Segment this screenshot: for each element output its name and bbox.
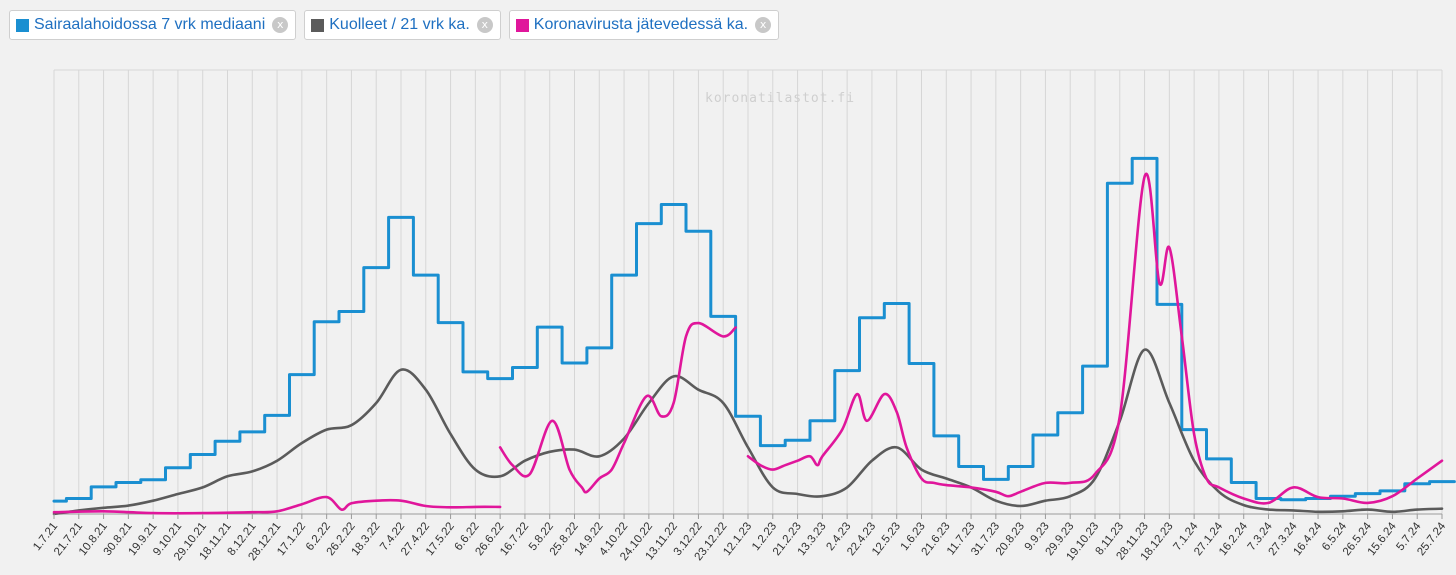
deaths-swatch bbox=[311, 18, 325, 32]
x-axis: 1.7.2121.7.2110.8.2130.8.2119.9.219.10.2… bbox=[31, 514, 1449, 563]
legend-label-wastewater: Koronavirusta jätevedessä ka. bbox=[533, 16, 749, 33]
watermark: koronatilastot.fi bbox=[705, 91, 855, 106]
legend-label-hospitalized: Sairaalahoidossa 7 vrk mediaani bbox=[34, 16, 266, 33]
series-line-wastewater bbox=[52, 495, 502, 515]
close-icon[interactable]: x bbox=[755, 17, 772, 33]
close-icon[interactable]: x bbox=[272, 17, 289, 33]
legend-item-wastewater[interactable]: Koronavirusta jätevedessä ka. x bbox=[508, 10, 780, 40]
series-line-wastewater bbox=[498, 321, 737, 494]
legend-item-deaths[interactable]: Kuolleet / 21 vrk ka. x bbox=[304, 10, 501, 40]
legend: Sairaalahoidossa 7 vrk mediaani x Kuolle… bbox=[9, 10, 780, 40]
series-line-wastewater bbox=[746, 172, 1444, 505]
chart-series bbox=[52, 156, 1456, 516]
legend-item-hospitalized[interactable]: Sairaalahoidossa 7 vrk mediaani x bbox=[9, 10, 297, 40]
series-line-hospitalized bbox=[52, 156, 1456, 503]
wastewater-swatch bbox=[515, 18, 529, 32]
hospitalized-swatch bbox=[16, 18, 29, 32]
legend-label-deaths: Kuolleet / 21 vrk ka. bbox=[329, 16, 470, 33]
close-icon[interactable]: x bbox=[476, 17, 493, 33]
